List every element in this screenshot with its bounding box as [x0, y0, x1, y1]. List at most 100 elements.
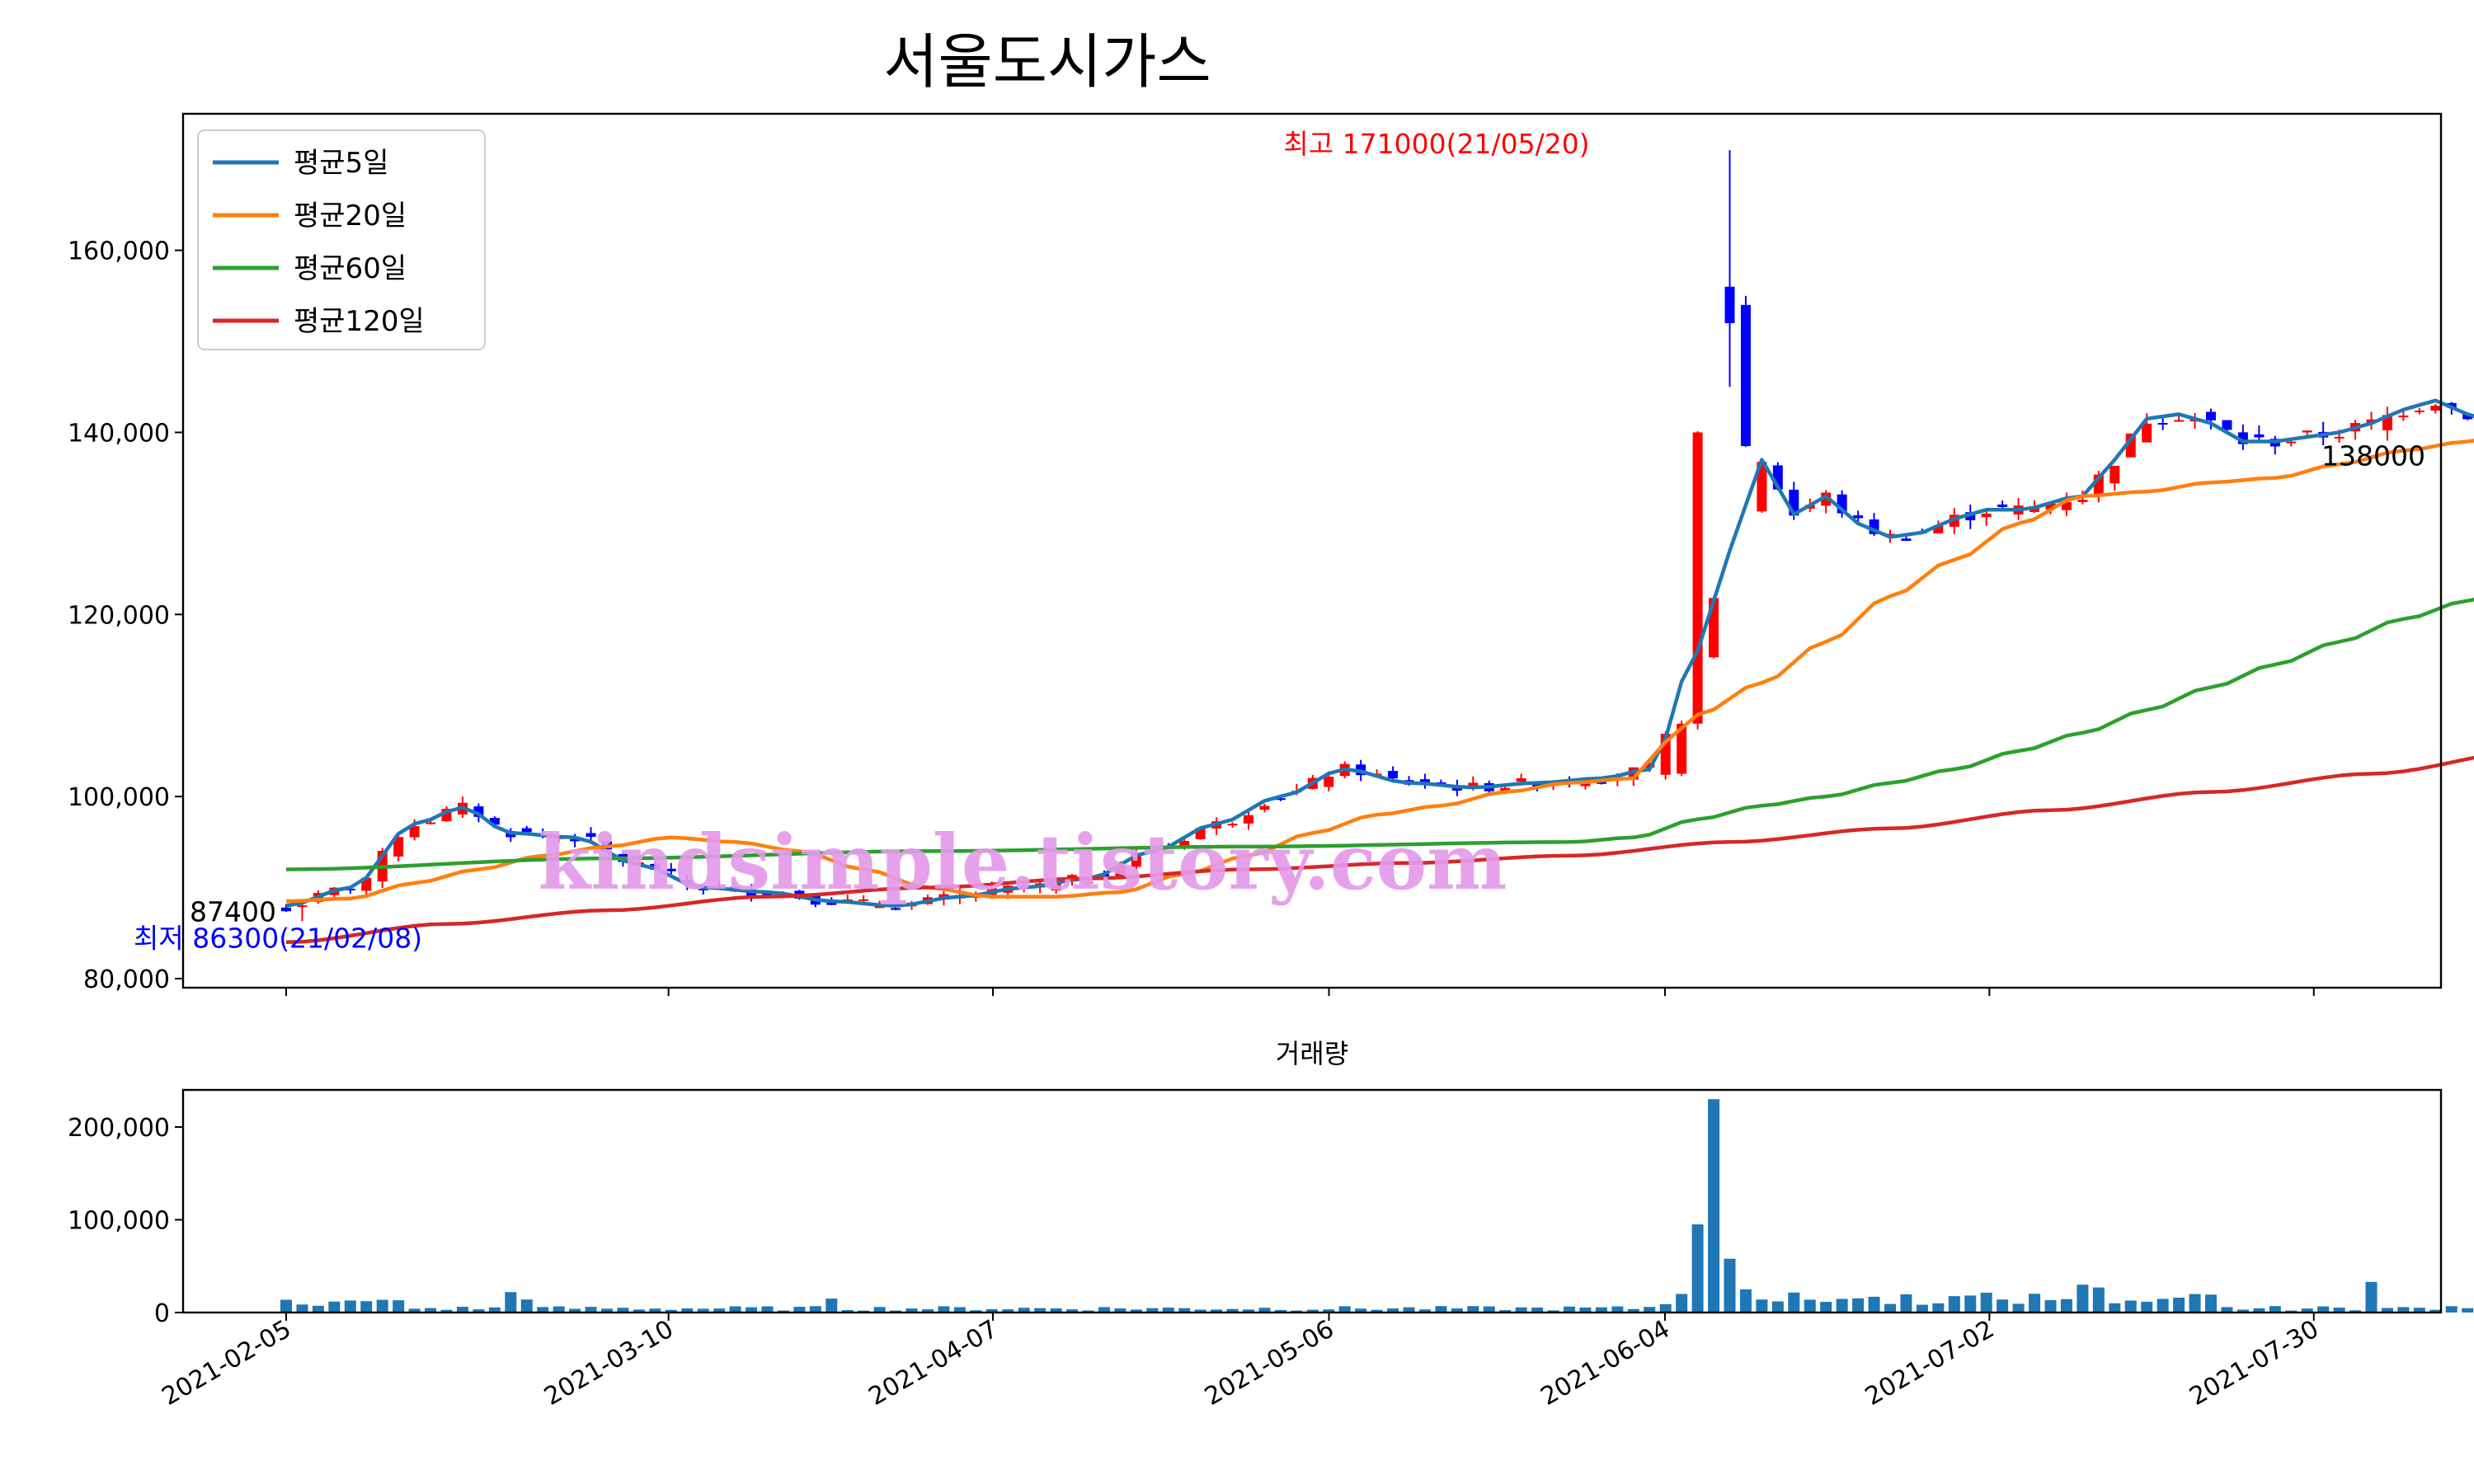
candle-body	[297, 905, 308, 908]
price-y-tick-label: 80,000	[83, 965, 170, 994]
volume-bar	[1900, 1294, 1912, 1313]
candle-body	[409, 826, 420, 838]
candle-body	[1259, 805, 1270, 810]
volume-bar	[296, 1304, 308, 1313]
candle-body	[1692, 432, 1703, 724]
candle-body	[1965, 512, 1976, 521]
candle-body	[2398, 416, 2409, 418]
legend-frame	[197, 129, 486, 350]
candle-body	[891, 908, 901, 910]
chart-title: 서울도시가스	[883, 27, 1211, 96]
candle-body	[1757, 462, 1767, 512]
candle-body	[2286, 441, 2297, 444]
watermark: kindsimple.tistory.com	[538, 818, 1507, 907]
volume-bar	[1595, 1307, 1607, 1313]
volume-bar	[520, 1299, 533, 1313]
ma-line-4	[285, 755, 2474, 945]
volume-bar	[1531, 1307, 1544, 1313]
legend-label: 평균60일	[294, 252, 407, 285]
volume-bar	[456, 1307, 468, 1313]
volume-bar	[745, 1307, 758, 1313]
volume-bar	[569, 1308, 581, 1313]
candle-body	[586, 833, 596, 838]
volume-bar	[344, 1300, 356, 1313]
volume-bar	[2462, 1308, 2474, 1313]
price-y-tick-label: 100,000	[68, 783, 170, 812]
volume-bar	[537, 1307, 549, 1313]
volume-bar	[922, 1309, 934, 1313]
volume-y-tick-label: 0	[154, 1299, 170, 1328]
volume-bar	[1226, 1308, 1239, 1313]
candle-body	[1051, 881, 1061, 891]
volume-bar	[1178, 1308, 1191, 1313]
volume-bar	[953, 1307, 966, 1313]
volume-bar	[1884, 1303, 1896, 1313]
price-x-axis	[285, 988, 2315, 996]
volume-bar	[1130, 1309, 1142, 1313]
volume-bar	[2124, 1300, 2137, 1313]
candle-body	[1997, 504, 2008, 507]
volume-bar	[1162, 1307, 1174, 1313]
volume-bar	[809, 1306, 821, 1313]
volume-bar	[2365, 1281, 2378, 1313]
volume-bar	[665, 1309, 677, 1313]
annotation-label: 138000	[2321, 440, 2425, 472]
candle-body	[1933, 525, 1944, 533]
volume-bar	[1082, 1310, 1094, 1313]
candle-body	[1901, 538, 1912, 542]
volume-bar	[1467, 1306, 1479, 1313]
candle-body	[2462, 414, 2473, 420]
candle-body	[2206, 411, 2216, 420]
candle-body	[2366, 419, 2377, 423]
volume-bar	[1306, 1309, 1319, 1313]
volume-x-tick-label: 2021-06-04	[1536, 1315, 1674, 1411]
candle-body	[1083, 881, 1094, 884]
volume-bar	[1932, 1303, 1945, 1313]
price-plot-frame	[181, 112, 2443, 989]
volume-bar	[1323, 1309, 1335, 1313]
volume-bar	[2141, 1301, 2153, 1313]
price-annotations: 최고 171000(21/05/20) 최저 86300(21/02/08)874…	[134, 128, 2425, 954]
volume-bar	[1483, 1306, 1495, 1313]
volume-bar	[1418, 1309, 1431, 1313]
volume-bar	[2381, 1308, 2393, 1313]
volume-bar	[488, 1307, 501, 1313]
candle-body	[1853, 515, 1864, 519]
volume-bar	[1852, 1298, 1865, 1313]
volume-bar	[1659, 1303, 1672, 1313]
volume-bar	[1194, 1309, 1206, 1313]
volume-bar	[328, 1301, 341, 1313]
volume-bar	[1627, 1308, 1639, 1313]
candle-body	[281, 907, 291, 912]
candle-body	[1244, 815, 1253, 824]
candle-body	[393, 837, 404, 857]
price-y-tick-label: 160,000	[68, 237, 170, 266]
volume-x-tick-label: 2021-07-30	[2185, 1315, 2323, 1411]
volume-x-tick-label: 2021-02-05	[158, 1315, 296, 1411]
volume-bar	[1724, 1258, 1736, 1313]
price-y-axis: 80,000 100,000 120,000 140,000 160,000	[68, 237, 183, 994]
volume-bar	[1114, 1308, 1126, 1313]
volume-x-tick-label: 2021-04-07	[864, 1315, 1003, 1411]
volume-bar	[633, 1309, 645, 1313]
candle-body	[2334, 436, 2345, 439]
candle-body	[2302, 430, 2312, 433]
volume-bar	[2349, 1310, 2362, 1313]
candle-body	[570, 838, 581, 842]
volume-bar	[1997, 1299, 2009, 1313]
candle-body	[1275, 798, 1286, 801]
volume-bar	[1515, 1307, 1527, 1313]
volume-bar	[553, 1306, 565, 1313]
volume-bar	[1611, 1306, 1624, 1313]
volume-bar	[2077, 1284, 2089, 1313]
volume-bar	[2397, 1307, 2410, 1313]
candle-body	[1516, 778, 1526, 782]
candle-body	[1500, 787, 1511, 792]
candle-body	[2045, 503, 2056, 510]
candle-body	[2174, 420, 2185, 422]
volume-bar	[2445, 1306, 2458, 1313]
volume-y-tick-label: 100,000	[68, 1207, 170, 1236]
volume-bar	[1258, 1308, 1271, 1313]
volume-bar	[1676, 1294, 1688, 1313]
volume-bar	[713, 1308, 726, 1313]
